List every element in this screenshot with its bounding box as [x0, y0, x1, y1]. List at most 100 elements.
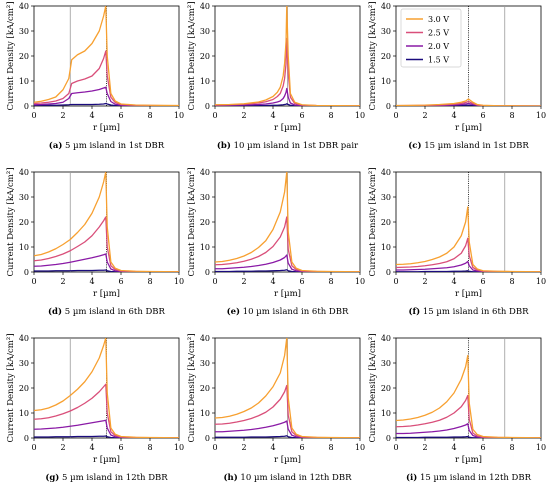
xtick-label-d-0: 0: [31, 277, 36, 286]
ylabel-h: Current Density [kA/cm²]: [187, 333, 197, 442]
caption-g: (g) 5 µm island in 12th DBR: [45, 472, 168, 483]
caption-d: (d) 5 µm island in 6th DBR: [48, 306, 166, 317]
caption-letter-c: (c): [408, 140, 421, 151]
series-line-g-3-0-v: [34, 338, 179, 438]
ytick-label-b-2: 20: [200, 52, 210, 61]
ytick-label-e-3: 30: [200, 193, 210, 202]
series-line-b-2-0-v: [215, 87, 360, 106]
caption-text-g: 5 µm island in 12th DBR: [59, 473, 168, 483]
xtick-label-f-0: 0: [393, 277, 398, 286]
xlabel-f: r [µm]: [455, 289, 482, 299]
xtick-label-f-5: 10: [536, 277, 546, 286]
legend-label-2-5-v: 2.5 V: [428, 29, 449, 38]
panel-g: 0 2 4 6 8 10 0 10 20 30 40 r [µm] Current Density [k…: [6, 333, 184, 483]
xtick-label-c-2: 4: [451, 111, 456, 120]
caption-letter-d: (d): [48, 306, 62, 317]
ytick-label-c-3: 30: [381, 27, 391, 36]
ytick-label-e-1: 10: [200, 243, 210, 252]
legend: 3.0 V 2.5 V 2.0 V 1.5 V: [400, 8, 462, 68]
xtick-label-b-2: 4: [270, 111, 275, 120]
xtick-label-h-2: 4: [270, 443, 275, 452]
ylabel-d: Current Density [kA/cm²]: [6, 167, 16, 276]
panel-a: 0 2 4 6 8 10 0 10 20 30 40 r [µm] Current Density [k…: [6, 1, 184, 151]
ytick-label-d-2: 20: [19, 218, 29, 227]
xtick-label-a-2: 4: [89, 111, 94, 120]
caption-text-c: 15 µm island in 1st DBR: [422, 141, 530, 151]
ytick-label-h-3: 30: [200, 359, 210, 368]
xtick-label-g-0: 0: [31, 443, 36, 452]
curves-a: [34, 6, 179, 106]
xtick-label-a-4: 8: [147, 111, 152, 120]
xtick-label-f-4: 8: [509, 277, 514, 286]
series-line-i-3-0-v: [396, 354, 541, 438]
xlabel-e: r [µm]: [274, 289, 301, 299]
ytick-label-c-4: 40: [381, 2, 391, 11]
xtick-label-b-4: 8: [328, 111, 333, 120]
xtick-label-f-3: 6: [480, 277, 485, 286]
xtick-label-d-4: 8: [147, 277, 152, 286]
xlabel-c: r [µm]: [455, 123, 482, 133]
xlabel-a: r [µm]: [93, 123, 120, 133]
xtick-label-h-5: 10: [355, 443, 365, 452]
ytick-label-c-1: 10: [381, 77, 391, 86]
panel-i: 0 2 4 6 8 10 0 10 20 30 40 r [µm] Current Density [k…: [368, 333, 546, 483]
ytick-label-b-4: 40: [200, 2, 210, 11]
caption-text-h: 10 µm island in 12th DBR: [238, 473, 352, 483]
ytick-label-a-0: 0: [24, 102, 29, 111]
xtick-label-i-4: 8: [509, 443, 514, 452]
series-line-i-2-5-v: [396, 394, 541, 438]
xtick-label-b-5: 10: [355, 111, 365, 120]
xtick-label-h-1: 2: [241, 443, 246, 452]
ytick-label-b-0: 0: [205, 102, 210, 111]
xlabel-d: r [µm]: [93, 289, 120, 299]
series-line-c-3-0-v: [396, 98, 541, 106]
ytick-label-b-1: 10: [200, 77, 210, 86]
series-line-e-3-0-v: [215, 172, 360, 272]
caption-letter-g: (g): [45, 472, 59, 483]
ytick-label-i-1: 10: [381, 409, 391, 418]
caption-e: (e) 10 µm island in 6th DBR: [227, 306, 349, 317]
xtick-label-c-1: 2: [422, 111, 427, 120]
xtick-label-c-3: 6: [480, 111, 485, 120]
xlabel-i: r [µm]: [455, 455, 482, 465]
ytick-label-e-4: 40: [200, 168, 210, 177]
series-line-f-1-5-v: [396, 270, 541, 272]
xtick-label-d-2: 4: [89, 277, 94, 286]
xtick-label-f-2: 4: [451, 277, 456, 286]
series-line-a-2-0-v: [34, 86, 179, 106]
ytick-label-g-4: 40: [19, 334, 29, 343]
series-line-i-1-5-v: [396, 435, 541, 438]
ylabel-a: Current Density [kA/cm²]: [6, 1, 16, 110]
ytick-label-f-3: 30: [381, 193, 391, 202]
xtick-label-i-5: 10: [536, 443, 546, 452]
caption-letter-h: (h): [224, 472, 238, 483]
xtick-label-g-4: 8: [147, 443, 152, 452]
ytick-label-g-3: 30: [19, 359, 29, 368]
ytick-label-f-2: 20: [381, 218, 391, 227]
xtick-label-a-3: 6: [118, 111, 123, 120]
legend-label-2-0-v: 2.0 V: [428, 42, 449, 51]
series-line-g-2-5-v: [34, 383, 179, 438]
xtick-label-b-3: 6: [299, 111, 304, 120]
caption-text-b: 10 µm island in 1st DBR pair: [231, 141, 359, 151]
xtick-label-g-5: 10: [174, 443, 184, 452]
xlabel-h: r [µm]: [274, 455, 301, 465]
curves-c: [396, 98, 541, 106]
legend-label-3-0-v: 3.0 V: [428, 15, 449, 24]
series-line-b-2-5-v: [215, 37, 360, 106]
ytick-label-i-3: 30: [381, 359, 391, 368]
curves-h: [215, 338, 360, 438]
xtick-label-b-0: 0: [212, 111, 217, 120]
caption-letter-e: (e): [227, 306, 240, 317]
curves-f: [396, 206, 541, 272]
ytick-label-e-2: 20: [200, 218, 210, 227]
xtick-label-e-1: 2: [241, 277, 246, 286]
xtick-label-e-0: 0: [212, 277, 217, 286]
ytick-label-g-0: 0: [24, 434, 29, 443]
xtick-label-i-2: 4: [451, 443, 456, 452]
ytick-label-h-1: 10: [200, 409, 210, 418]
series-line-h-3-0-v: [215, 338, 360, 438]
panel-f: 0 2 4 6 8 10 0 10 20 30 40 r [µm] Current Density [k…: [368, 167, 546, 317]
xtick-label-i-1: 2: [422, 443, 427, 452]
series-line-d-2-5-v: [34, 216, 179, 272]
